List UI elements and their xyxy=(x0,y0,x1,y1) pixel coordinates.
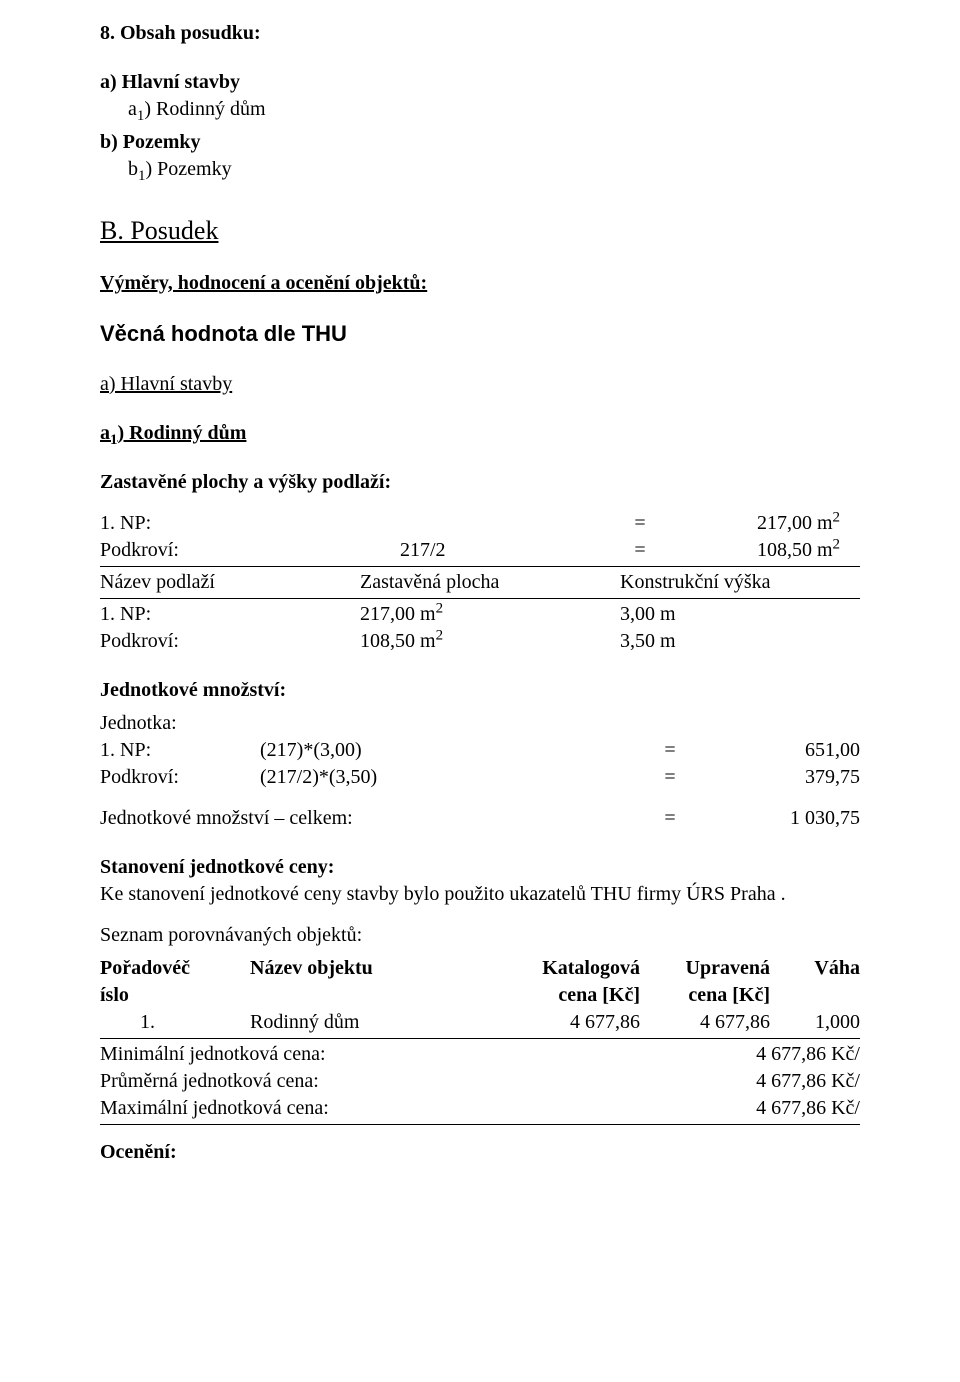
th-c: Konstrukční výška xyxy=(620,569,860,596)
thu-heading: Věcná hodnota dle THU xyxy=(100,319,860,349)
zast-expr: 217/2 xyxy=(400,537,580,564)
comp-table-head: Pořadovéč íslo Název objektu Katalogová … xyxy=(100,955,860,1009)
jedn-val: 651,00 xyxy=(700,737,860,764)
th-a: Název podlaží xyxy=(100,569,360,596)
zast-label: Podkroví: xyxy=(100,537,400,564)
max-label: Maximální jednotková cena: xyxy=(100,1095,680,1122)
min-row: Minimální jednotková cena: 4 677,86 Kč/ xyxy=(100,1041,860,1068)
jedn-eq: = xyxy=(640,737,700,764)
jedn-total-label: Jednotkové množství – celkem: xyxy=(100,805,640,832)
td-b: 217,00 m2 xyxy=(360,601,620,628)
th-line2: cena [Kč] xyxy=(500,982,640,1009)
divider xyxy=(100,1124,860,1125)
avg-row: Průměrná jednotková cena: 4 677,86 Kč/ xyxy=(100,1068,860,1095)
posudek-sub: Výměry, hodnocení a ocenění objektů: xyxy=(100,270,860,297)
max-row: Maximální jednotková cena: 4 677,86 Kč/ xyxy=(100,1095,860,1122)
jedn-label: Podkroví: xyxy=(100,764,260,791)
th-b: Zastavěná plocha xyxy=(360,569,620,596)
zast-row-1: Podkroví: 217/2 = 108,50 m2 xyxy=(100,537,860,564)
s8-b: b) Pozemky xyxy=(100,129,860,156)
td: 4 677,86 xyxy=(640,1009,770,1036)
divider xyxy=(100,566,860,567)
a1-heading: a1) Rodinný dům xyxy=(100,420,860,447)
th-line1: Upravená xyxy=(640,955,770,982)
th-line1: Název objektu xyxy=(250,955,500,982)
th: Katalogová cena [Kč] xyxy=(500,955,640,1009)
zast-table-head: Název podlaží Zastavěná plocha Konstrukč… xyxy=(100,569,860,596)
s8-b1: b1) Pozemky xyxy=(128,156,860,183)
jedn-unit: Jednotka: xyxy=(100,710,860,737)
zast-label: 1. NP: xyxy=(100,510,400,537)
jedn-total: Jednotkové množství – celkem: = 1 030,75 xyxy=(100,805,860,832)
a-heading: a) Hlavní stavby xyxy=(100,371,860,398)
zast-eq: = xyxy=(580,510,700,537)
zast-val: 108,50 m2 xyxy=(700,537,860,564)
td-c: 3,50 m xyxy=(620,628,860,655)
jedn-label: 1. NP: xyxy=(100,737,260,764)
td-a: 1. NP: xyxy=(100,601,360,628)
divider xyxy=(100,598,860,599)
jedn-eq: = xyxy=(640,764,700,791)
td: 1. xyxy=(100,1009,250,1036)
jedn-row-1: Podkroví: (217/2)*(3,50) = 379,75 xyxy=(100,764,860,791)
jedn-expr: (217)*(3,00) xyxy=(260,737,460,764)
jedn-row-0: 1. NP: (217)*(3,00) = 651,00 xyxy=(100,737,860,764)
th-line2: íslo xyxy=(100,982,250,1009)
seznam-title: Seznam porovnávaných objektů: xyxy=(100,922,860,949)
td: Rodinný dům xyxy=(250,1009,500,1036)
max-val: 4 677,86 Kč/ xyxy=(680,1095,860,1122)
min-label: Minimální jednotková cena: xyxy=(100,1041,680,1068)
avg-label: Průměrná jednotková cena: xyxy=(100,1068,680,1095)
s8-a1: a1) Rodinný dům xyxy=(128,96,860,123)
jedn-total-eq: = xyxy=(640,805,700,832)
td-a: Podkroví: xyxy=(100,628,360,655)
td-b: 108,50 m2 xyxy=(360,628,620,655)
th-line2: cena [Kč] xyxy=(640,982,770,1009)
section8-title: 8. Obsah posudku: xyxy=(100,20,860,47)
document-page: 8. Obsah posudku: a) Hlavní stavby a1) R… xyxy=(0,0,960,1382)
zastavene-title: Zastavěné plochy a výšky podlaží: xyxy=(100,469,860,496)
zast-expr xyxy=(400,510,580,537)
td: 4 677,86 xyxy=(500,1009,640,1036)
th: Pořadovéč íslo xyxy=(100,955,250,1009)
td-c: 3,00 m xyxy=(620,601,860,628)
th: Upravená cena [Kč] xyxy=(640,955,770,1009)
s8-a: a) Hlavní stavby xyxy=(100,69,860,96)
jedn-title: Jednotkové množství: xyxy=(100,677,860,704)
zast-table-row: Podkroví: 108,50 m2 3,50 m xyxy=(100,628,860,655)
th-line1: Váha xyxy=(770,955,860,982)
avg-val: 4 677,86 Kč/ xyxy=(680,1068,860,1095)
jedn-val: 379,75 xyxy=(700,764,860,791)
min-val: 4 677,86 Kč/ xyxy=(680,1041,860,1068)
zast-eq: = xyxy=(580,537,700,564)
oceneni-title: Ocenění: xyxy=(100,1139,860,1166)
th-line1: Pořadovéč xyxy=(100,955,250,982)
th: Název objektu xyxy=(250,955,500,1009)
stanoveni-title: Stanovení jednotkové ceny: xyxy=(100,854,860,881)
jedn-expr: (217/2)*(3,50) xyxy=(260,764,460,791)
divider xyxy=(100,1038,860,1039)
td: 1,000 xyxy=(770,1009,860,1036)
zast-row-0: 1. NP: = 217,00 m2 xyxy=(100,510,860,537)
stanoveni-text: Ke stanovení jednotkové ceny stavby bylo… xyxy=(100,881,860,908)
zast-val: 217,00 m2 xyxy=(700,510,860,537)
th-line1: Katalogová xyxy=(500,955,640,982)
jedn-total-val: 1 030,75 xyxy=(700,805,860,832)
comp-table-row: 1. Rodinný dům 4 677,86 4 677,86 1,000 xyxy=(100,1009,860,1036)
th: Váha xyxy=(770,955,860,1009)
posudek-title: B. Posudek xyxy=(100,213,860,248)
zast-table-row: 1. NP: 217,00 m2 3,00 m xyxy=(100,601,860,628)
